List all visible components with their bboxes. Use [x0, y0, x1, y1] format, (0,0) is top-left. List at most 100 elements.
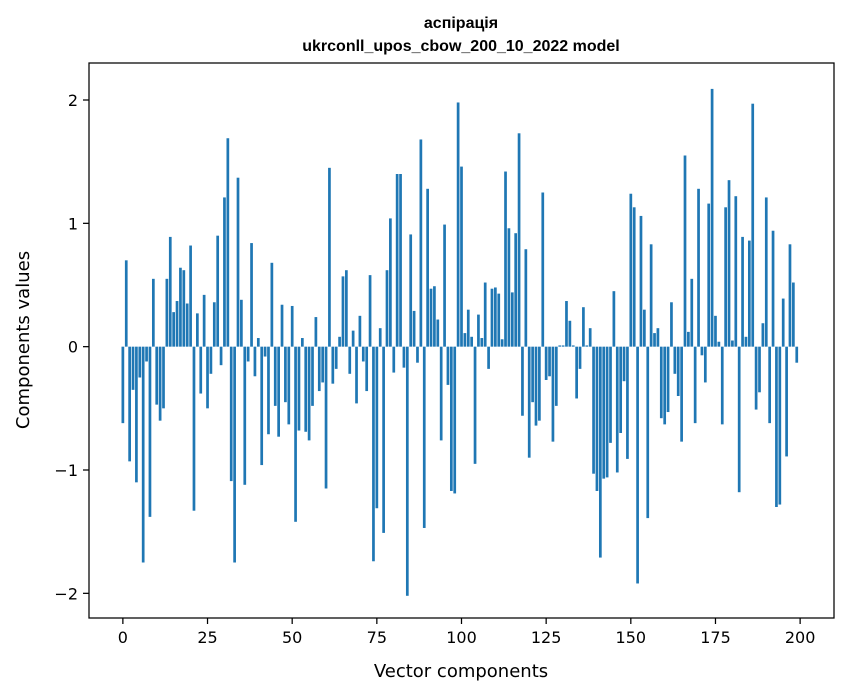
bar-50 [290, 305, 294, 347]
bar-193 [775, 346, 778, 507]
y-tick-label: 0 [68, 338, 78, 357]
bar-107 [483, 282, 487, 347]
bar-109 [490, 288, 494, 347]
x-tick-label: 175 [700, 628, 731, 647]
bar-5 [138, 346, 142, 378]
bar-151 [632, 207, 636, 347]
bar-177 [720, 346, 724, 425]
x-tick-label: 125 [531, 628, 562, 647]
x-tick-label: 100 [446, 628, 477, 647]
y-axis: −2 −1 0 1 2 [54, 91, 89, 603]
bar-174 [710, 88, 714, 347]
bar-171 [700, 346, 704, 356]
bar-103 [470, 336, 474, 347]
bar-154 [643, 309, 646, 347]
bar-125 [544, 346, 548, 380]
bar-74 [372, 346, 375, 562]
bar-58 [317, 346, 321, 392]
bar-166 [683, 155, 687, 347]
bar-51 [294, 346, 297, 522]
bar-66 [345, 270, 348, 347]
bar-182 [737, 346, 741, 493]
bar-95 [443, 224, 446, 347]
y-axis-label: Components values [13, 251, 34, 429]
bar-102 [466, 309, 470, 347]
bar-88 [419, 139, 423, 347]
bar-55 [307, 346, 311, 441]
bar-36 [243, 346, 247, 485]
bar-65 [341, 276, 345, 347]
bar-187 [754, 346, 758, 410]
bar-85 [409, 234, 413, 347]
bar-25 [206, 346, 209, 409]
bar-27 [212, 302, 216, 347]
bar-120 [527, 346, 531, 458]
bar-41 [260, 346, 264, 466]
bar-160 [663, 346, 667, 425]
bar-181 [734, 196, 738, 347]
bar-134 [575, 346, 578, 399]
bar-12 [162, 346, 165, 409]
bar-49 [287, 346, 291, 425]
bar-184 [744, 336, 748, 347]
bar-39 [253, 346, 257, 377]
bar-83 [402, 346, 406, 368]
bar-126 [548, 346, 551, 377]
bar-130 [561, 345, 565, 347]
bar-116 [514, 233, 518, 347]
bar-28 [216, 235, 220, 347]
bar-140 [595, 346, 599, 491]
bar-87 [416, 346, 419, 363]
bar-31 [226, 138, 230, 347]
bar-101 [463, 333, 467, 347]
bar-44 [270, 262, 274, 347]
bar-114 [507, 228, 511, 347]
x-tick-label: 25 [197, 628, 217, 647]
bar-180 [731, 340, 734, 347]
bar-139 [592, 346, 595, 474]
bar-23 [199, 346, 203, 394]
bar-54 [304, 346, 308, 432]
bar-149 [626, 346, 629, 459]
bar-132 [568, 320, 572, 347]
bar-147 [619, 346, 623, 433]
bar-106 [480, 338, 484, 347]
bar-72 [365, 346, 369, 392]
bar-124 [541, 192, 545, 347]
bar-161 [666, 346, 670, 413]
bar-46 [277, 346, 280, 437]
y-tick-label: −2 [54, 584, 78, 603]
bar-62 [331, 346, 335, 384]
bar-121 [531, 346, 534, 403]
bar-115 [510, 292, 514, 347]
bar-92 [433, 286, 436, 347]
bar-111 [497, 293, 501, 347]
bar-155 [646, 346, 650, 519]
bar-67 [348, 346, 352, 374]
bar-146 [615, 346, 619, 473]
bar-10 [155, 346, 159, 405]
bar-33 [233, 346, 236, 563]
bar-48 [284, 346, 287, 403]
x-tick-label: 150 [616, 628, 647, 647]
bar-129 [558, 345, 562, 347]
bar-142 [602, 346, 606, 479]
bar-137 [585, 345, 589, 347]
bar-32 [229, 346, 233, 482]
bar-97 [449, 346, 453, 491]
bar-71 [361, 346, 365, 362]
bar-91 [429, 288, 433, 347]
bar-199 [795, 346, 799, 363]
bar-173 [707, 203, 711, 347]
bar-90 [426, 188, 429, 347]
bar-108 [487, 346, 490, 369]
bar-118 [521, 346, 524, 416]
bar-117 [517, 133, 521, 347]
bar-167 [687, 331, 690, 347]
bar-18 [182, 270, 186, 347]
bar-2 [128, 346, 131, 462]
bar-21 [192, 346, 196, 511]
bar-73 [368, 275, 372, 347]
bar-179 [727, 180, 731, 347]
